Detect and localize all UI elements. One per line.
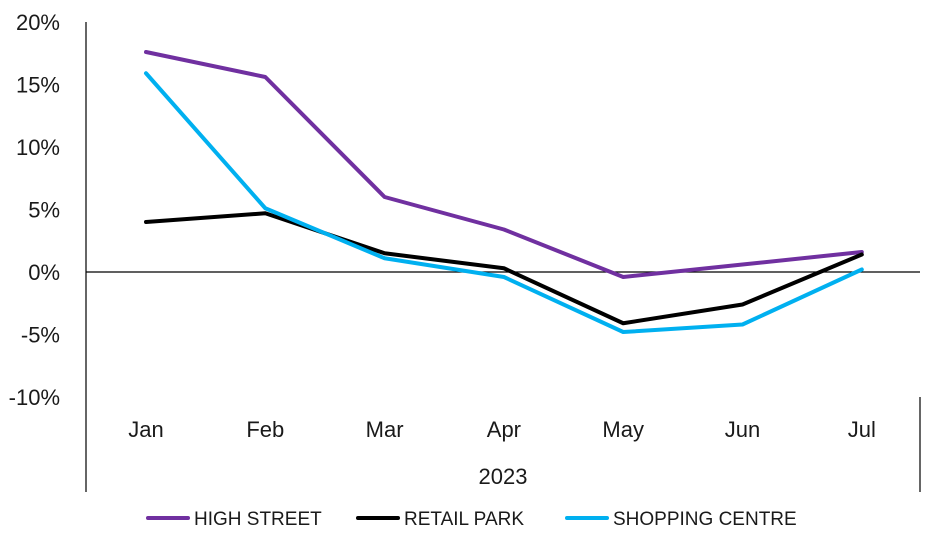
x-tick-label: Feb [246, 417, 284, 442]
series-layer [144, 50, 864, 334]
x-tick-label: Jun [725, 417, 760, 442]
x-axis-ticks: 2023 Jan Feb Mar Apr May Jun Jul [128, 417, 876, 489]
x-tick-label: May [602, 417, 644, 442]
y-tick-label: 20% [16, 10, 60, 35]
series-line-shopping-centre [144, 71, 864, 334]
x-tick-label: Mar [366, 417, 404, 442]
axes [85, 22, 921, 492]
y-tick-label: 0% [28, 260, 60, 285]
y-tick-label: -5% [21, 323, 60, 348]
series-line-high-street [144, 50, 864, 279]
legend-label: HIGH STREET [194, 509, 322, 530]
y-tick-label: 15% [16, 73, 60, 98]
y-tick-label: 10% [16, 135, 60, 160]
legend-label: SHOPPING CENTRE [613, 509, 797, 530]
x-tick-label: Jan [128, 417, 163, 442]
legend-label: RETAIL PARK [404, 509, 524, 530]
y-axis-ticks: -10% -5% 0% 5% 10% 15% 20% [9, 10, 60, 410]
x-tick-label: Jul [848, 417, 876, 442]
y-tick-label: 5% [28, 198, 60, 223]
series-line-retail-park [144, 211, 864, 326]
x-tick-label: Apr [487, 417, 521, 442]
legend: HIGH STREET RETAIL PARK SHOPPING CENTRE [146, 509, 797, 530]
x-axis-group-label: 2023 [479, 464, 528, 489]
y-tick-label: -10% [9, 385, 60, 410]
